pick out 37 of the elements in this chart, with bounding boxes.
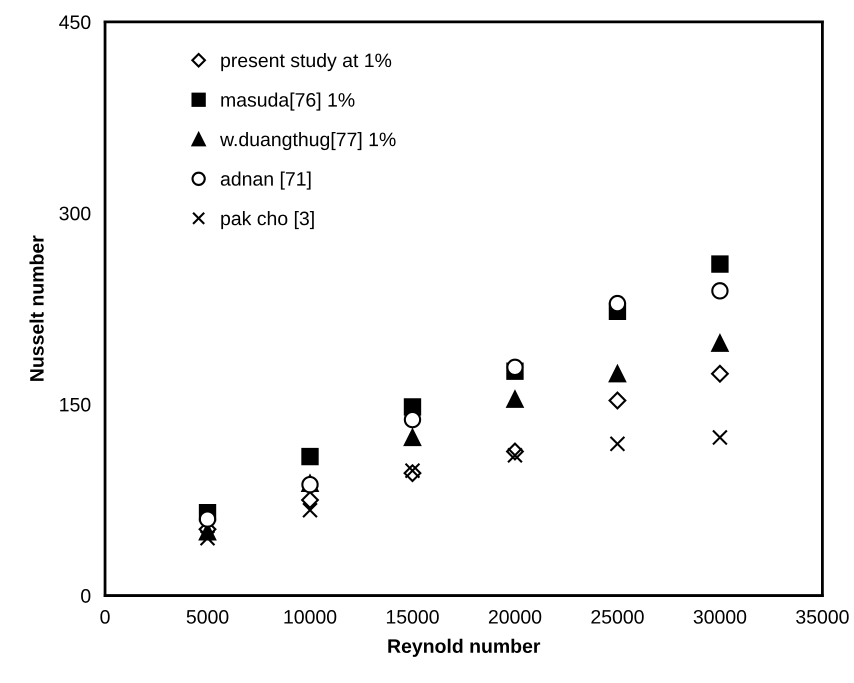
x-tick-label: 35000 <box>796 610 849 624</box>
x-tick-label: 20000 <box>488 610 542 624</box>
x-tick-label: 15000 <box>386 610 439 624</box>
point <box>711 282 729 300</box>
point <box>301 491 319 509</box>
legend-label: pak cho [3] <box>221 211 314 230</box>
legend-label: w.duangthug[77] 1% <box>220 132 396 150</box>
point <box>404 462 420 479</box>
y-tick-label: 450 <box>59 15 90 30</box>
x-tick-label: 10000 <box>284 610 336 624</box>
y-tick-label: 300 <box>59 206 90 220</box>
point <box>200 530 216 546</box>
point <box>302 502 318 518</box>
y-tick-label: 0 <box>81 589 90 603</box>
point <box>711 255 729 273</box>
y-tick-label: 150 <box>60 398 90 412</box>
point <box>609 436 626 452</box>
point <box>712 429 728 446</box>
legend-label: adnan [71] <box>220 172 311 190</box>
x-tick-label: 25000 <box>591 610 644 624</box>
point <box>608 392 626 410</box>
x-axis-title: Reynold number <box>388 638 540 657</box>
legend-label: present study at 1% <box>221 52 392 72</box>
x-tick-label: 5000 <box>186 610 228 624</box>
x-tick-label: 0 <box>100 610 110 624</box>
point <box>301 448 319 466</box>
point <box>506 447 523 464</box>
x-tick-label: 30000 <box>694 610 746 624</box>
point <box>608 294 626 312</box>
point <box>711 364 729 383</box>
point <box>506 390 524 408</box>
point <box>711 334 729 352</box>
legend-label: masuda[76] 1% <box>221 92 354 111</box>
point <box>608 365 626 382</box>
y-axis-title: Nusselt number <box>29 236 44 381</box>
point <box>404 428 422 446</box>
point <box>301 476 319 494</box>
